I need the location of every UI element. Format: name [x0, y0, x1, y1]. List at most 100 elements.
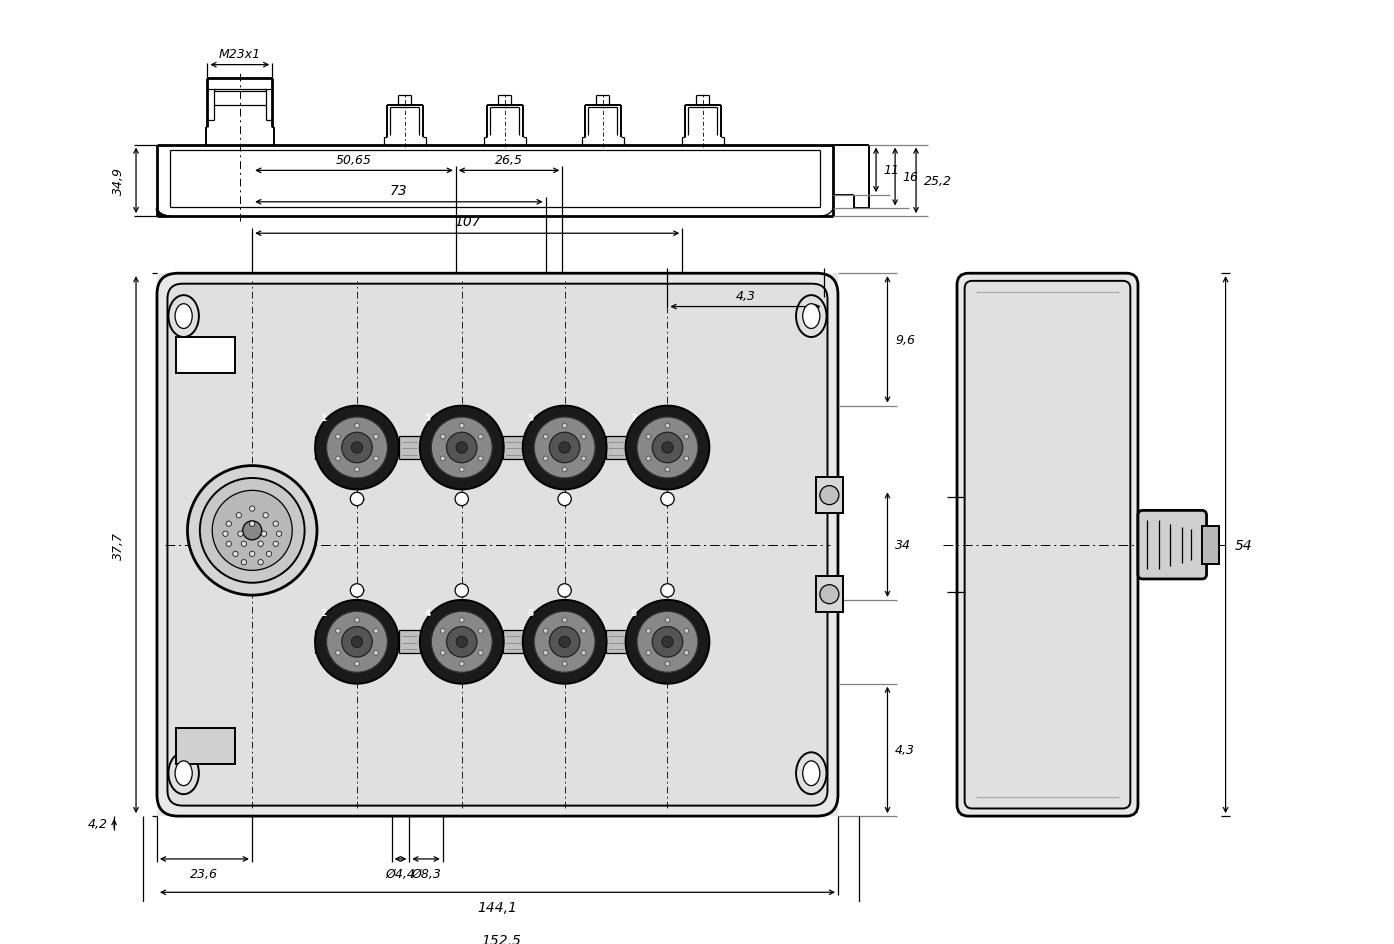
- Bar: [1202, 526, 1218, 565]
- Circle shape: [441, 650, 445, 655]
- Text: 152,5: 152,5: [481, 934, 521, 944]
- Circle shape: [212, 491, 293, 571]
- Circle shape: [238, 531, 243, 537]
- Circle shape: [647, 435, 651, 440]
- Circle shape: [523, 406, 606, 490]
- Circle shape: [684, 457, 689, 462]
- Circle shape: [326, 612, 388, 672]
- Circle shape: [336, 457, 340, 462]
- Circle shape: [226, 542, 231, 547]
- Circle shape: [351, 636, 362, 648]
- Text: 37,7: 37,7: [113, 531, 125, 559]
- Circle shape: [441, 435, 445, 440]
- Text: 25,2: 25,2: [924, 175, 952, 188]
- Ellipse shape: [796, 295, 827, 338]
- Circle shape: [544, 629, 548, 633]
- Circle shape: [374, 629, 378, 633]
- Circle shape: [276, 531, 282, 537]
- Text: 26,5: 26,5: [495, 154, 523, 166]
- Circle shape: [662, 443, 673, 454]
- Ellipse shape: [803, 761, 820, 785]
- Circle shape: [315, 600, 399, 684]
- Circle shape: [559, 443, 570, 454]
- Bar: [815, 577, 843, 613]
- Circle shape: [241, 542, 247, 547]
- Circle shape: [523, 600, 606, 684]
- Text: 54: 54: [1235, 538, 1253, 552]
- Circle shape: [273, 542, 279, 547]
- Circle shape: [820, 585, 839, 604]
- Circle shape: [336, 435, 340, 440]
- Circle shape: [562, 662, 567, 666]
- Text: 23,6: 23,6: [191, 867, 219, 880]
- Circle shape: [258, 542, 263, 547]
- Circle shape: [662, 636, 673, 648]
- Circle shape: [478, 435, 484, 440]
- Circle shape: [652, 627, 683, 657]
- Circle shape: [637, 417, 698, 479]
- Circle shape: [441, 457, 445, 462]
- Circle shape: [549, 627, 580, 657]
- Circle shape: [460, 662, 464, 666]
- Text: 2: 2: [319, 608, 326, 616]
- Bar: [399, 437, 420, 460]
- Text: 9,6: 9,6: [895, 333, 914, 346]
- Bar: [605, 437, 626, 460]
- Circle shape: [354, 662, 360, 666]
- Bar: [176, 728, 236, 764]
- Text: 144,1: 144,1: [478, 900, 517, 914]
- Circle shape: [336, 629, 340, 633]
- Circle shape: [478, 629, 484, 633]
- Circle shape: [250, 521, 255, 527]
- Circle shape: [336, 650, 340, 655]
- Bar: [158, 274, 838, 817]
- Circle shape: [558, 493, 572, 506]
- Text: 3: 3: [425, 413, 431, 423]
- Ellipse shape: [169, 752, 199, 794]
- Circle shape: [374, 650, 378, 655]
- Circle shape: [665, 662, 671, 666]
- Circle shape: [241, 560, 247, 565]
- Circle shape: [263, 514, 268, 518]
- Bar: [315, 631, 336, 653]
- Ellipse shape: [169, 295, 199, 338]
- Circle shape: [637, 612, 698, 672]
- Circle shape: [665, 467, 671, 472]
- Circle shape: [250, 506, 255, 512]
- Text: 1: 1: [319, 413, 326, 423]
- Circle shape: [661, 584, 675, 598]
- Bar: [315, 437, 336, 460]
- Bar: [815, 478, 843, 514]
- Circle shape: [350, 493, 364, 506]
- Circle shape: [420, 406, 503, 490]
- Circle shape: [446, 627, 477, 657]
- Ellipse shape: [176, 304, 192, 329]
- Circle shape: [456, 443, 467, 454]
- Circle shape: [820, 486, 839, 505]
- Circle shape: [581, 457, 585, 462]
- Circle shape: [354, 618, 360, 623]
- Circle shape: [223, 531, 229, 537]
- Circle shape: [647, 457, 651, 462]
- Circle shape: [581, 650, 585, 655]
- Circle shape: [665, 424, 671, 429]
- Circle shape: [454, 493, 468, 506]
- Circle shape: [549, 432, 580, 464]
- Text: 4: 4: [425, 608, 431, 616]
- Circle shape: [446, 432, 477, 464]
- Ellipse shape: [796, 752, 827, 794]
- Circle shape: [562, 424, 567, 429]
- Circle shape: [684, 435, 689, 440]
- Text: 34,9: 34,9: [113, 167, 125, 195]
- Text: M23x1: M23x1: [219, 48, 261, 60]
- Circle shape: [326, 417, 388, 479]
- Text: 11: 11: [884, 164, 899, 177]
- Text: 7: 7: [630, 413, 637, 423]
- Ellipse shape: [176, 761, 192, 785]
- Circle shape: [431, 417, 492, 479]
- Text: 4,2: 4,2: [88, 818, 107, 831]
- Bar: [605, 631, 626, 653]
- Circle shape: [562, 618, 567, 623]
- Circle shape: [266, 551, 272, 557]
- FancyBboxPatch shape: [1138, 511, 1207, 580]
